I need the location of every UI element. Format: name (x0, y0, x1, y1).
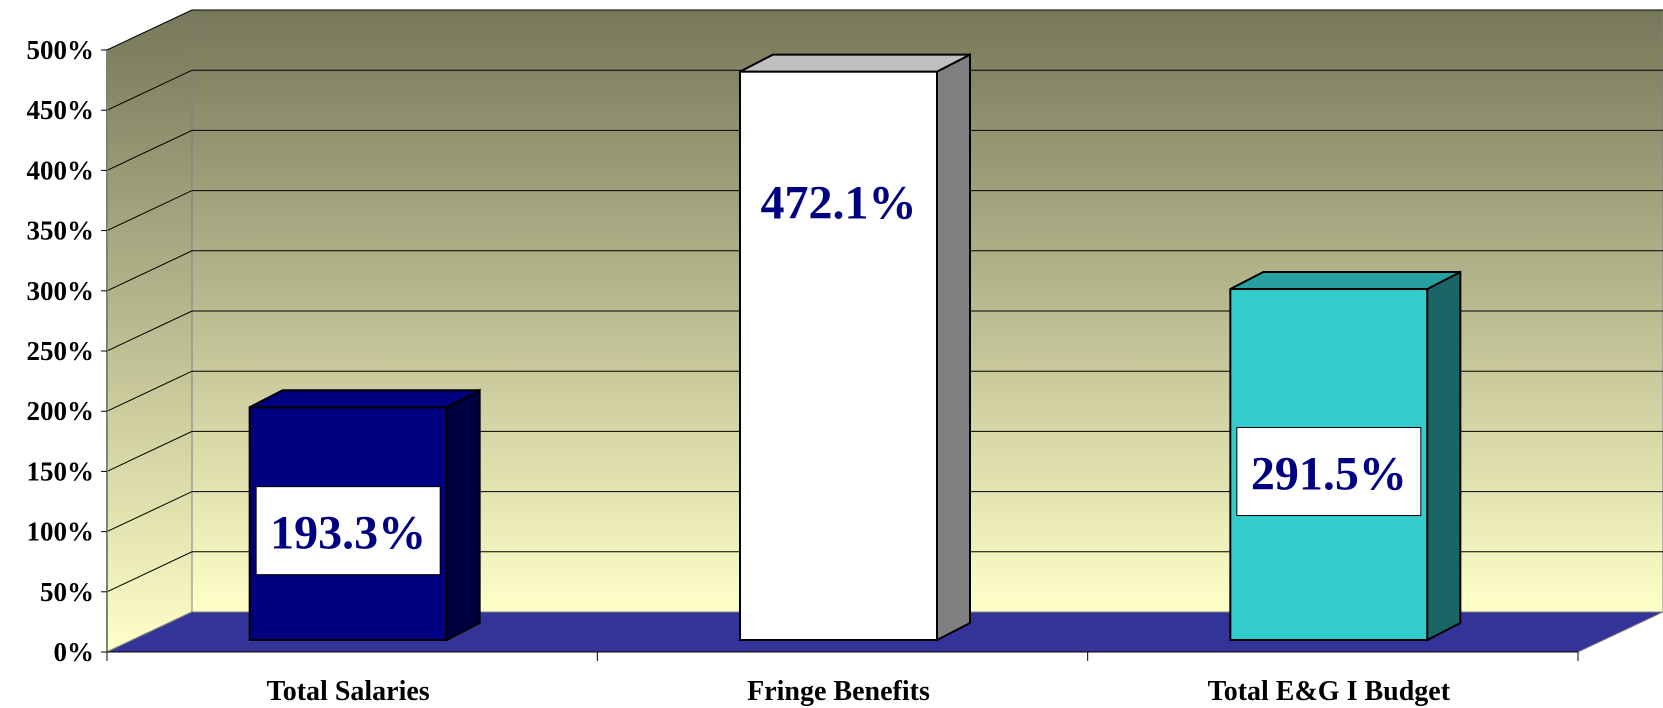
y-tick-label: 450% (27, 95, 95, 125)
gridline (106, 310, 1663, 352)
category-label: Total E&G I Budget (1208, 676, 1451, 707)
data-label: 291.5% (1251, 448, 1407, 501)
y-tick-label: 250% (27, 336, 95, 366)
gridline (106, 491, 1663, 533)
y-tick-label: 0% (54, 637, 95, 667)
y-tick-label: 150% (27, 456, 95, 486)
data-label-box (255, 486, 441, 576)
gridline (106, 69, 1663, 111)
gridline (106, 551, 1663, 593)
data-label: 193.3% (270, 507, 426, 560)
data-label: 472.1% (761, 177, 917, 230)
category-label: Total Salaries (267, 676, 430, 707)
x-axis (106, 651, 1579, 661)
bars: 193.3% 472.1% 291.5% (248, 52, 1462, 642)
y-tick-label: 400% (27, 155, 95, 185)
bar: 472.1% (739, 52, 971, 642)
y-tick-label: 50% (40, 577, 94, 607)
y-tick-label: 100% (27, 517, 95, 547)
bar-side (936, 52, 971, 642)
gridlines (106, 9, 1663, 653)
gridline (106, 370, 1663, 412)
gridline (106, 9, 1663, 51)
data-label-box (1236, 427, 1422, 517)
bar-front (739, 70, 938, 641)
y-tick-label: 500% (27, 35, 95, 65)
y-tick-labels: 0% 50% 100% 150% 200% 250% 300% 350% 400% 450% 500… (27, 35, 95, 667)
bar-top (249, 389, 481, 409)
bar: 291.5% (1229, 270, 1462, 642)
category-labels: Total Salaries Fringe Benefits Total E&G I… (267, 676, 1451, 707)
bar-side (1426, 270, 1462, 642)
bar-top (739, 53, 971, 73)
category-label: Fringe Benefits (747, 676, 930, 707)
bar: 193.3% (248, 388, 481, 642)
bar-top (1229, 271, 1461, 291)
y-tick-label: 300% (27, 276, 95, 306)
y-tick-label: 200% (27, 396, 95, 426)
gridline (106, 250, 1663, 292)
y-tick-label: 350% (27, 216, 95, 246)
gridline (106, 190, 1663, 232)
gridline (106, 430, 1663, 472)
gridline (106, 129, 1663, 171)
y-axis (101, 49, 108, 653)
bar-side (445, 388, 481, 642)
